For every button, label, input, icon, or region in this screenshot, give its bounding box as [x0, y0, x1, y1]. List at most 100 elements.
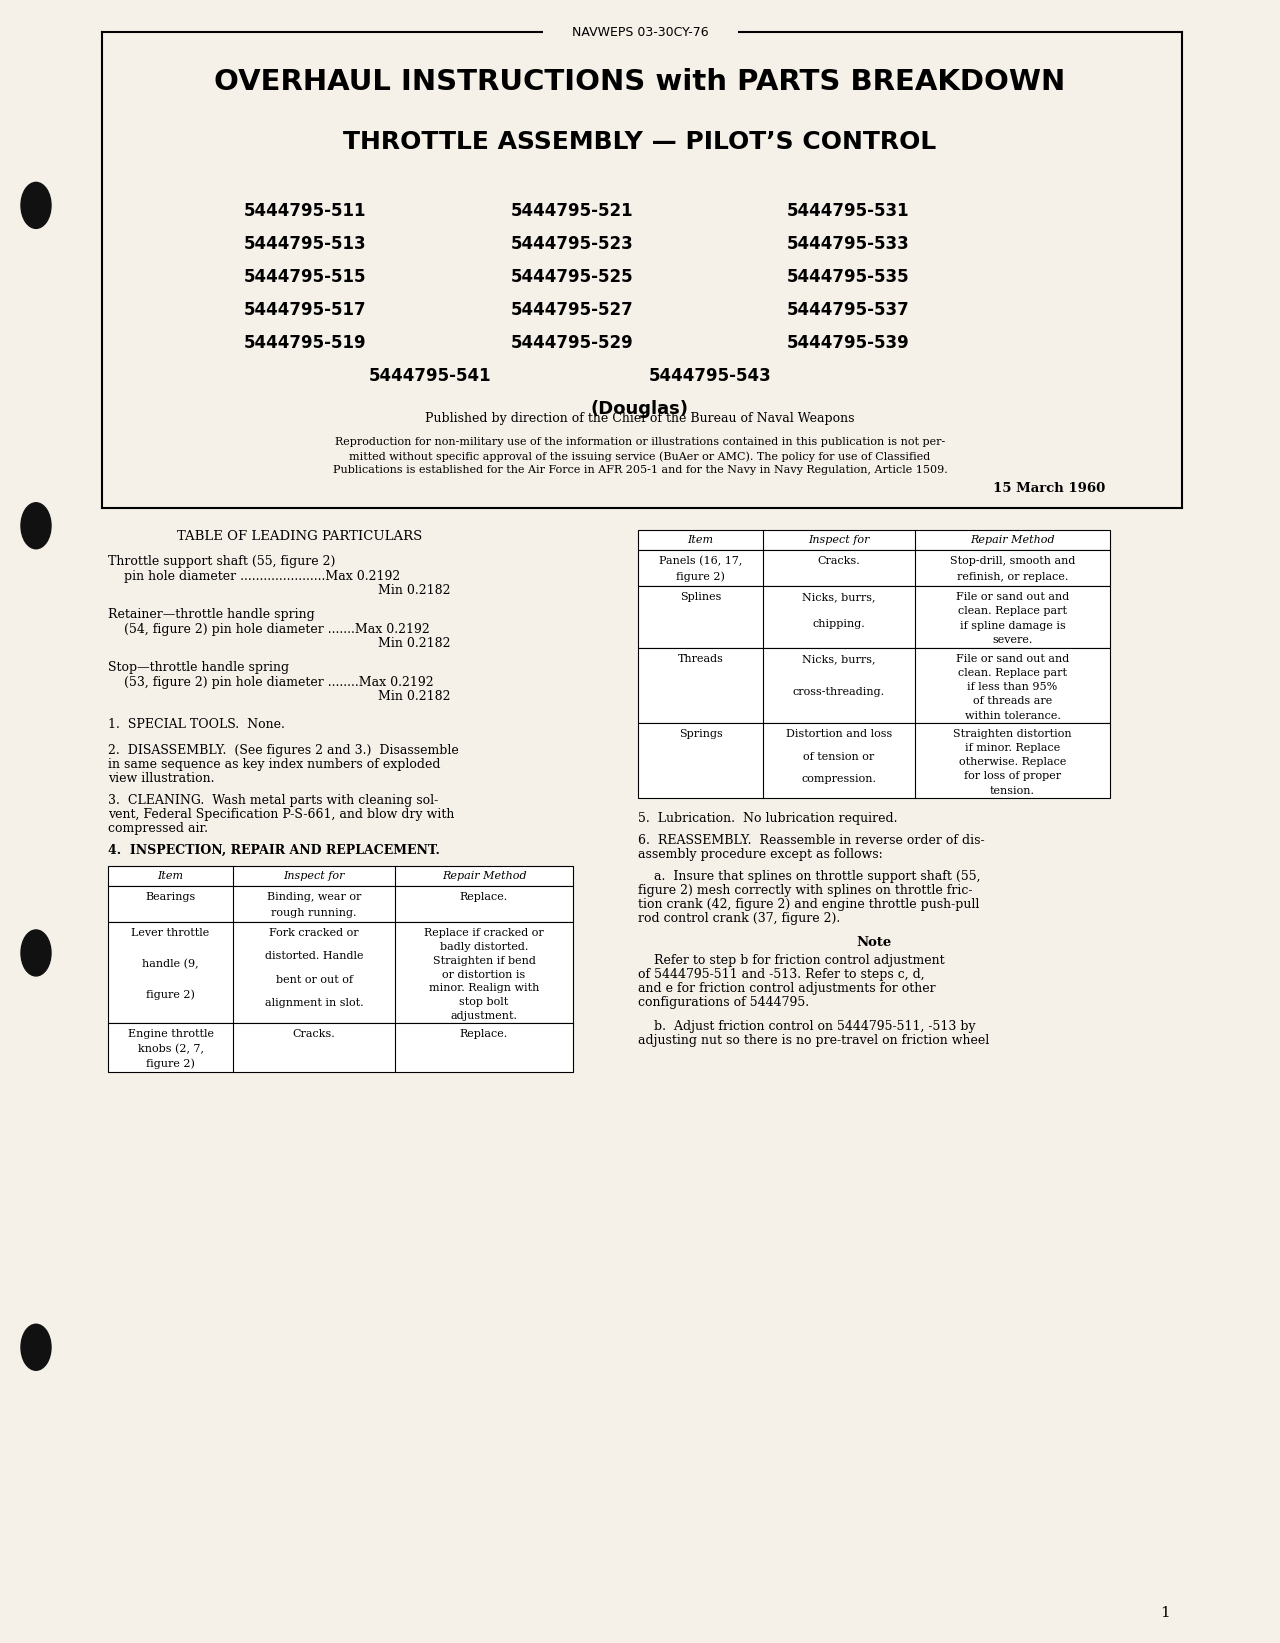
Bar: [108, 886, 573, 922]
Text: Nicks, burrs,: Nicks, burrs,: [803, 591, 876, 601]
Text: Item: Item: [687, 536, 713, 545]
Text: Cracks.: Cracks.: [293, 1029, 335, 1038]
Text: (53, figure 2) pin hole diameter ........Max 0.2192: (53, figure 2) pin hole diameter .......…: [108, 675, 434, 688]
Text: configurations of 5444795.: configurations of 5444795.: [637, 996, 809, 1009]
Text: 5444795-523: 5444795-523: [511, 235, 634, 253]
Text: severe.: severe.: [992, 636, 1033, 646]
Ellipse shape: [20, 503, 51, 549]
Text: 15 March 1960: 15 March 1960: [993, 481, 1105, 495]
Text: handle (9,: handle (9,: [142, 958, 198, 969]
Bar: [543, 23, 737, 41]
Text: Panels (16, 17,: Panels (16, 17,: [659, 555, 742, 567]
Text: File or sand out and: File or sand out and: [956, 654, 1069, 664]
Text: mitted without specific approval of the issuing service (BuAer or AMC). The poli: mitted without specific approval of the …: [349, 450, 931, 462]
Text: (54, figure 2) pin hole diameter .......Max 0.2192: (54, figure 2) pin hole diameter .......…: [108, 623, 430, 636]
Text: figure 2): figure 2): [676, 572, 724, 582]
Text: Bearings: Bearings: [146, 892, 196, 902]
Text: 5444795-529: 5444795-529: [511, 334, 634, 352]
Bar: [637, 550, 1110, 587]
Text: chipping.: chipping.: [813, 619, 865, 629]
Text: 5444795-513: 5444795-513: [243, 235, 366, 253]
Text: Binding, wear or: Binding, wear or: [266, 892, 361, 902]
Text: Cracks.: Cracks.: [818, 555, 860, 565]
Text: 1.  SPECIAL TOOLS.  None.: 1. SPECIAL TOOLS. None.: [108, 718, 285, 731]
Text: Stop-drill, smooth and: Stop-drill, smooth and: [950, 555, 1075, 565]
Text: a.  Insure that splines on throttle support shaft (55,: a. Insure that splines on throttle suppo…: [637, 871, 980, 882]
Text: clean. Replace part: clean. Replace part: [957, 606, 1068, 616]
Text: 5444795-527: 5444795-527: [511, 301, 634, 319]
Text: Springs: Springs: [678, 729, 722, 739]
Text: Splines: Splines: [680, 591, 721, 601]
Text: Repair Method: Repair Method: [442, 871, 526, 881]
Text: Published by direction of the Chief of the Bureau of Naval Weapons: Published by direction of the Chief of t…: [425, 412, 855, 426]
Bar: [637, 531, 1110, 550]
Text: Note: Note: [856, 937, 892, 950]
Text: cross-threading.: cross-threading.: [792, 687, 884, 697]
Text: within tolerance.: within tolerance.: [965, 711, 1060, 721]
Text: OVERHAUL INSTRUCTIONS with PARTS BREAKDOWN: OVERHAUL INSTRUCTIONS with PARTS BREAKDO…: [214, 67, 1066, 95]
Text: Replace if cracked or: Replace if cracked or: [424, 928, 544, 938]
Text: Replace.: Replace.: [460, 1029, 508, 1038]
Text: NAVWEPS 03-30CY-76: NAVWEPS 03-30CY-76: [572, 26, 708, 38]
Text: (Douglas): (Douglas): [591, 399, 689, 417]
Text: 5444795-541: 5444795-541: [369, 366, 492, 384]
Text: clean. Replace part: clean. Replace part: [957, 669, 1068, 679]
Text: Retainer—throttle handle spring: Retainer—throttle handle spring: [108, 608, 315, 621]
Text: TABLE OF LEADING PARTICULARS: TABLE OF LEADING PARTICULARS: [178, 531, 422, 542]
Text: 5444795-535: 5444795-535: [787, 268, 909, 286]
Text: Repair Method: Repair Method: [970, 536, 1055, 545]
Text: 6.  REASSEMBLY.  Reassemble in reverse order of dis-: 6. REASSEMBLY. Reassemble in reverse ord…: [637, 835, 984, 848]
Text: compressed air.: compressed air.: [108, 822, 207, 835]
Text: Nicks, burrs,: Nicks, burrs,: [803, 654, 876, 664]
Text: view illustration.: view illustration.: [108, 772, 215, 785]
Text: Straighten distortion: Straighten distortion: [954, 729, 1071, 739]
Text: vent, Federal Specification P-S-661, and blow dry with: vent, Federal Specification P-S-661, and…: [108, 808, 454, 822]
Bar: [108, 922, 573, 1024]
Text: 5444795-515: 5444795-515: [243, 268, 366, 286]
Text: rod control crank (37, figure 2).: rod control crank (37, figure 2).: [637, 912, 840, 925]
Text: if minor. Replace: if minor. Replace: [965, 743, 1060, 752]
Text: 5444795-531: 5444795-531: [787, 202, 909, 220]
Text: pin hole diameter ......................Max 0.2192: pin hole diameter ......................…: [108, 570, 401, 583]
Text: adjustment.: adjustment.: [451, 1010, 517, 1020]
Text: 2.  DISASSEMBLY.  (See figures 2 and 3.)  Disassemble: 2. DISASSEMBLY. (See figures 2 and 3.) D…: [108, 744, 458, 757]
Text: 5444795-511: 5444795-511: [243, 202, 366, 220]
Text: Engine throttle: Engine throttle: [128, 1029, 214, 1038]
Text: Threads: Threads: [677, 654, 723, 664]
Bar: [637, 647, 1110, 723]
Text: Throttle support shaft (55, figure 2): Throttle support shaft (55, figure 2): [108, 555, 335, 568]
Text: Item: Item: [157, 871, 183, 881]
Text: and e for friction control adjustments for other: and e for friction control adjustments f…: [637, 983, 936, 996]
Ellipse shape: [20, 1324, 51, 1370]
Text: of 5444795-511 and -513. Refer to steps c, d,: of 5444795-511 and -513. Refer to steps …: [637, 968, 924, 981]
Text: Min 0.2182: Min 0.2182: [378, 637, 451, 651]
Text: Fork cracked or: Fork cracked or: [269, 928, 358, 938]
Text: bent or out of: bent or out of: [275, 974, 352, 984]
Text: 5.  Lubrication.  No lubrication required.: 5. Lubrication. No lubrication required.: [637, 812, 897, 825]
Text: Lever throttle: Lever throttle: [132, 928, 210, 938]
Text: adjusting nut so there is no pre-travel on friction wheel: adjusting nut so there is no pre-travel …: [637, 1033, 989, 1047]
Ellipse shape: [20, 930, 51, 976]
Text: Min 0.2182: Min 0.2182: [378, 583, 451, 596]
Text: badly distorted.: badly distorted.: [440, 941, 529, 951]
Text: of threads are: of threads are: [973, 697, 1052, 706]
Text: or distortion is: or distortion is: [443, 969, 526, 979]
Text: 5444795-543: 5444795-543: [649, 366, 772, 384]
Text: for loss of proper: for loss of proper: [964, 772, 1061, 782]
Text: 5444795-521: 5444795-521: [511, 202, 634, 220]
Text: Distortion and loss: Distortion and loss: [786, 729, 892, 739]
Text: THROTTLE ASSEMBLY — PILOT’S CONTROL: THROTTLE ASSEMBLY — PILOT’S CONTROL: [343, 130, 937, 154]
Text: Straighten if bend: Straighten if bend: [433, 956, 535, 966]
Text: alignment in slot.: alignment in slot.: [265, 999, 364, 1009]
Bar: [637, 587, 1110, 647]
Text: distorted. Handle: distorted. Handle: [265, 951, 364, 961]
Text: tension.: tension.: [989, 785, 1036, 795]
Text: of tension or: of tension or: [804, 752, 874, 762]
Text: otherwise. Replace: otherwise. Replace: [959, 757, 1066, 767]
Text: Min 0.2182: Min 0.2182: [378, 690, 451, 703]
Text: 5444795-539: 5444795-539: [787, 334, 909, 352]
Text: 1: 1: [1160, 1605, 1170, 1620]
Text: 4.  INSPECTION, REPAIR AND REPLACEMENT.: 4. INSPECTION, REPAIR AND REPLACEMENT.: [108, 845, 440, 858]
Text: figure 2) mesh correctly with splines on throttle fric-: figure 2) mesh correctly with splines on…: [637, 884, 973, 897]
Text: Stop—throttle handle spring: Stop—throttle handle spring: [108, 660, 289, 674]
